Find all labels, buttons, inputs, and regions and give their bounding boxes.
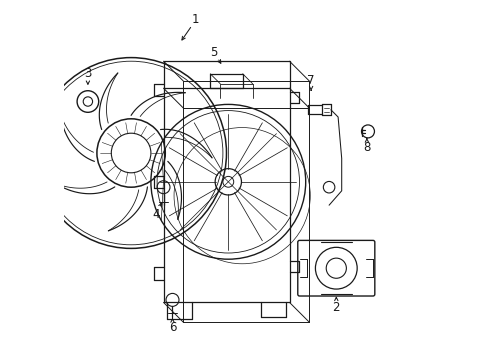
Text: 8: 8 — [363, 141, 370, 154]
Text: 2: 2 — [332, 301, 339, 314]
Text: 1: 1 — [192, 13, 199, 26]
Text: 4: 4 — [152, 208, 160, 221]
Text: 5: 5 — [210, 46, 217, 59]
Text: 3: 3 — [84, 67, 91, 80]
Text: 6: 6 — [168, 321, 176, 334]
Text: 7: 7 — [307, 75, 314, 87]
